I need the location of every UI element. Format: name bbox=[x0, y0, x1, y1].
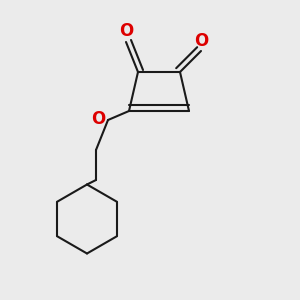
Text: O: O bbox=[119, 22, 133, 40]
Text: O: O bbox=[91, 110, 105, 128]
Text: O: O bbox=[194, 32, 208, 50]
